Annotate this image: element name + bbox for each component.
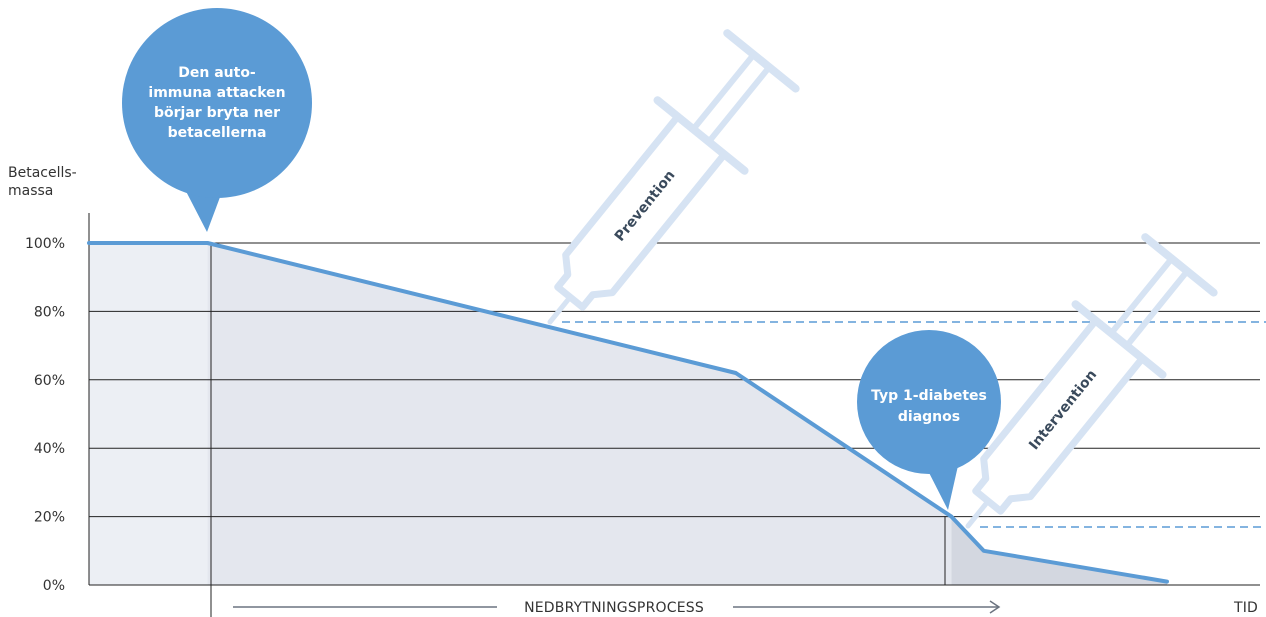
process-arrowhead: [989, 600, 1001, 614]
attack-bubble: Den auto- immuna attacken börjar bryta n…: [122, 8, 312, 232]
beta-cell-line: [87, 241, 1169, 584]
prevention-syringe: Prevention: [547, 29, 800, 325]
diagnosis-bubble: Typ 1-diabetes diagnos: [857, 330, 1001, 510]
decline-area: [207, 243, 952, 585]
y-tick-label-0: 0%: [43, 578, 65, 594]
attack-bubble-line2: immuna attacken: [148, 85, 285, 101]
y-tick-label-100: 100%: [25, 236, 65, 252]
pre-attack-fill: [89, 243, 211, 585]
y-axis-title-line2: massa: [8, 183, 53, 199]
y-tick-label-20: 20%: [34, 510, 65, 526]
diagnosis-bubble-line1: Typ 1-diabetes: [871, 388, 987, 404]
y-tick-label-40: 40%: [34, 441, 65, 457]
diagnosis-bubble-line2: diagnos: [898, 409, 960, 425]
process-label: NEDBRYTNINGSPROCESS: [524, 600, 704, 616]
y-tick-labels: 100% 80% 60% 40% 20% 0%: [25, 236, 65, 594]
y-tick-label-80: 80%: [34, 304, 65, 320]
attack-bubble-line4: betacellerna: [168, 125, 267, 141]
time-label: TID: [1233, 600, 1258, 616]
y-axis-title-line1: Betacells-: [8, 165, 77, 181]
attack-bubble-line1: Den auto-: [178, 65, 256, 81]
attack-bubble-line3: börjar bryta ner: [154, 105, 280, 121]
post-diagnosis-area: [951, 516, 1167, 585]
y-tick-label-60: 60%: [34, 373, 65, 389]
